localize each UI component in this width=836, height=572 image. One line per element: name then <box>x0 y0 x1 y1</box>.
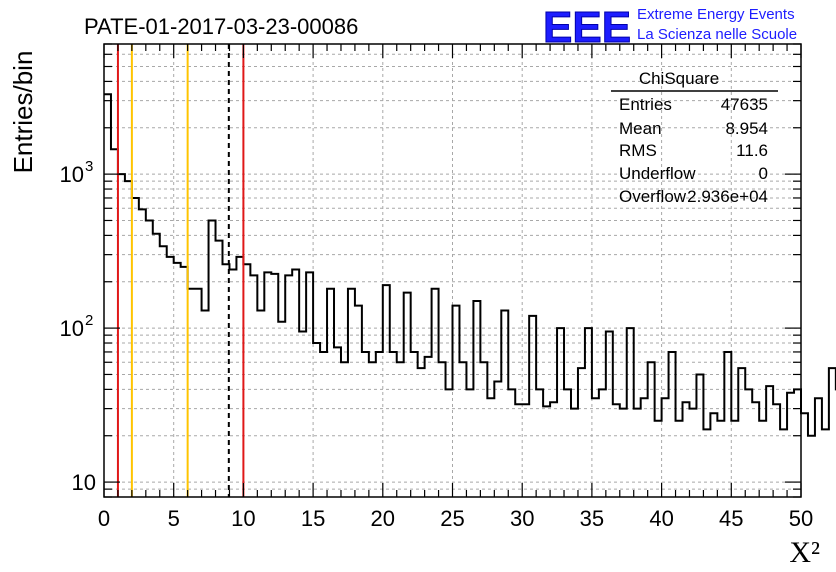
x-tick-label: 45 <box>719 506 743 531</box>
x-tick-label: 25 <box>440 506 464 531</box>
chart-title: PATE-01-2017-03-23-00086 <box>84 14 358 39</box>
stats-label: Underflow <box>619 164 696 183</box>
stats-value: 11.6 <box>736 141 768 160</box>
eee-logo-group: EEE Extreme Energy Events La Scienza nel… <box>543 3 798 53</box>
x-tick-label: 20 <box>371 506 395 531</box>
histogram-layer <box>104 93 836 437</box>
x-tick-label: 35 <box>580 506 604 531</box>
cut-lines-layer <box>116 44 245 497</box>
y-tick-exponent: 3 <box>85 158 93 175</box>
x-tick-label: 15 <box>301 506 325 531</box>
stats-label: Entries <box>619 95 672 114</box>
logo-line-1: Extreme Energy Events <box>637 6 795 23</box>
stats-box: ChiSquare Entries 47635 Mean 8.954 RMS 1… <box>611 69 778 206</box>
stats-label: Overflow <box>619 187 687 206</box>
x-tick-label: 50 <box>789 506 813 531</box>
y-axis-label: Entries/bin <box>8 51 38 174</box>
y-tick-exponent: 2 <box>85 312 93 329</box>
x-tick-label: 30 <box>510 506 534 531</box>
logo-line-2: La Scienza nelle Scuole <box>637 26 797 43</box>
stats-title: ChiSquare <box>639 69 719 88</box>
y-tick-label: 10 <box>60 162 84 187</box>
y-tick-label: 10 <box>72 470 96 495</box>
x-tick-label: 40 <box>649 506 673 531</box>
x-tick-label: 5 <box>168 506 180 531</box>
histogram-series <box>104 93 836 437</box>
stats-label: RMS <box>619 141 657 160</box>
y-tick-label: 10 <box>60 316 84 341</box>
stats-value: 0 <box>759 164 768 183</box>
stats-value: 8.954 <box>725 119 768 138</box>
x-axis-label: X² <box>789 536 820 569</box>
stats-value: 2.936e+04 <box>687 187 768 206</box>
stats-value: 47635 <box>721 95 768 114</box>
x-tick-label: 0 <box>98 506 110 531</box>
x-tick-label: 10 <box>231 506 255 531</box>
stats-label: Mean <box>619 119 662 138</box>
